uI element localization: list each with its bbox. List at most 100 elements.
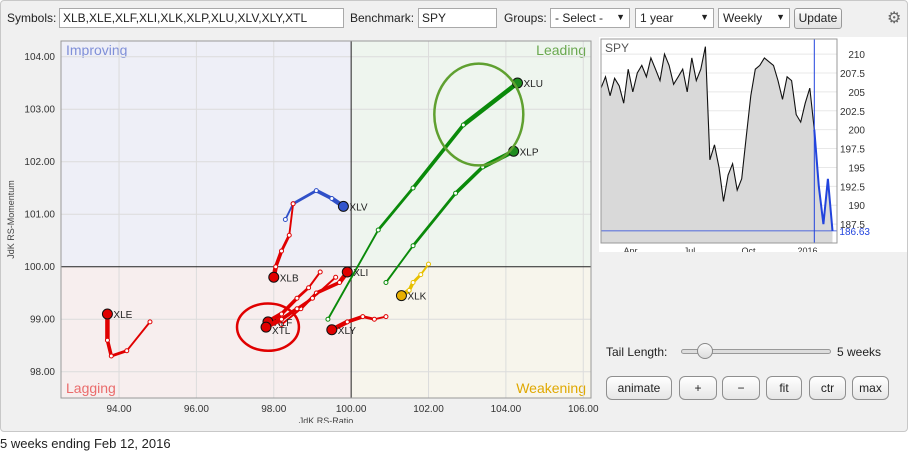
tail-segment-xlp [411,191,457,248]
tail-point-xlb [286,232,292,238]
groups-label: Groups: [504,11,547,25]
tail-point-xli [279,322,285,327]
benchmark-input[interactable]: SPY [418,8,497,28]
rrg-quadrants: Improving Leading Lagging Weakening [61,41,591,398]
series-xlb: XLB [268,201,299,284]
tail-point-xlu [460,122,466,128]
y-tick-label: 99.00 [30,314,55,325]
y-tick-label: 104.00 [24,52,55,63]
tail-point-xtl [333,274,339,280]
benchmark-label: Benchmark: [350,11,415,25]
tail-segment-xlv [314,188,334,201]
tail-segment-xlu [326,229,380,321]
tail-segment-xlv [284,202,295,221]
series-xly: XLY [326,314,389,337]
fit-button[interactable]: fit [766,376,802,400]
series-label-xle: XLE [113,310,132,321]
spy-plot [600,39,837,243]
gear-icon[interactable]: ⚙ [887,10,902,27]
tail-segment-xlu [376,186,415,232]
tail-point-xtl [309,295,315,301]
spy-x-tick-label: 2016 [797,246,817,252]
frequency-select[interactable]: Weekly ▼ [718,8,790,28]
tail-point-xly [383,314,389,320]
quadrant-label-improving: Improving [66,42,127,58]
animate-button[interactable]: animate [606,376,672,400]
head-point-xly [326,324,338,336]
x-tick-label: 94.00 [107,404,132,415]
series-xle: XLE [101,308,153,359]
tail-segment-xtl [311,276,337,300]
quadrant-leading [351,41,591,267]
spy-recent-line [813,129,834,231]
series-xtl: XTL [260,274,339,337]
tail-length-slider-handle[interactable] [697,343,713,359]
series-label-xlf: XLF [274,318,292,329]
symbols-input[interactable]: XLB,XLE,XLF,XLI,XLK,XLP,XLU,XLV,XLY,XTL [59,8,344,28]
tail-length-slider-track[interactable] [681,349,831,354]
y-tick-label: 98.00 [30,367,55,378]
tail-point-xlf [279,311,285,317]
tail-segment-xtl [295,296,314,311]
tail-point-xli [337,280,343,285]
spy-title: SPY [605,41,629,55]
x-tick-label: 96.00 [184,404,209,415]
y-axis-label: JdK RS-Momentum [6,180,16,259]
maximize-button[interactable]: max [852,376,889,400]
tail-segment-xlu [461,80,520,128]
tail-point-xtl [294,306,300,312]
tail-segment-xlp [385,244,414,284]
tail-point-xlf [317,269,323,275]
quadrant-improving [61,41,352,267]
spy-y-tick-label: 200 [848,126,865,137]
tail-point-xlv [329,196,335,201]
tail-point-xle [104,337,110,343]
y-tick-label: 100.00 [24,262,55,273]
tail-segment-xlb [273,249,284,269]
symbols-label: Symbols: [7,11,57,25]
series-label-xlb: XLB [280,273,299,284]
head-point-xlb [268,271,280,283]
spy-y-tick-label: 190 [848,201,865,212]
zoom-in-button[interactable]: + [679,376,717,400]
tail-point-xlp [410,243,416,249]
period-select-value: 1 year [640,11,674,25]
tail-point-xlf [306,285,312,291]
tail-segment-xlp [453,165,485,196]
tail-point-xlu [375,227,381,233]
highlight-ellipse [433,62,525,167]
tail-point-xlv [313,188,319,194]
frequency-select-value: Weekly [723,11,763,25]
update-button[interactable]: Update [794,8,842,29]
tail-segment-xlf [307,271,322,289]
rrg-panel: Symbols: XLB,XLE,XLF,XLI,XLK,XLP,XLU,XLV… [0,0,908,432]
center-button[interactable]: ctr [809,376,846,400]
period-select[interactable]: 1 year ▼ [635,8,714,28]
quadrant-label-lagging: Lagging [66,380,116,396]
spy-y-tick-label: 205 [848,88,865,99]
rrg-chart: Improving Leading Lagging Weakening 94.00 96… [6,40,599,423]
tail-point-xlp [453,190,459,196]
x-tick-label: 106.00 [568,404,599,415]
spy-y-tick-label: 210 [848,50,865,61]
spy-last-value-label: 186.63 [839,227,870,238]
tail-length-value: 5 weeks [837,345,882,359]
tail-point-xlk [426,261,432,267]
tail-point-xle [124,348,130,354]
series-label-xlp: XLP [520,147,539,158]
series-label-xlu: XLU [523,79,542,90]
tail-point-xle [108,353,114,359]
head-point-xtl [260,321,272,333]
x-tick-label: 98.00 [261,404,286,415]
zoom-out-button[interactable]: − [722,376,760,400]
tail-point-xlp [383,280,389,285]
tail-segment-xli [280,307,302,326]
tail-point-xly [371,316,377,322]
groups-select[interactable]: - Select - ▼ [550,8,630,28]
series-label-xlv: XLV [349,202,367,213]
chevron-down-icon: ▼ [616,12,625,22]
series-label-xli: XLI [353,268,368,279]
head-point-xli [341,266,353,278]
tail-segment-xle [125,320,151,352]
